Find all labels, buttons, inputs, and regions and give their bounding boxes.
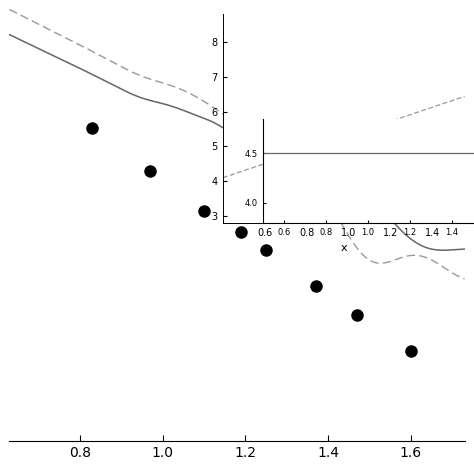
X-axis label: x: x — [340, 243, 347, 253]
